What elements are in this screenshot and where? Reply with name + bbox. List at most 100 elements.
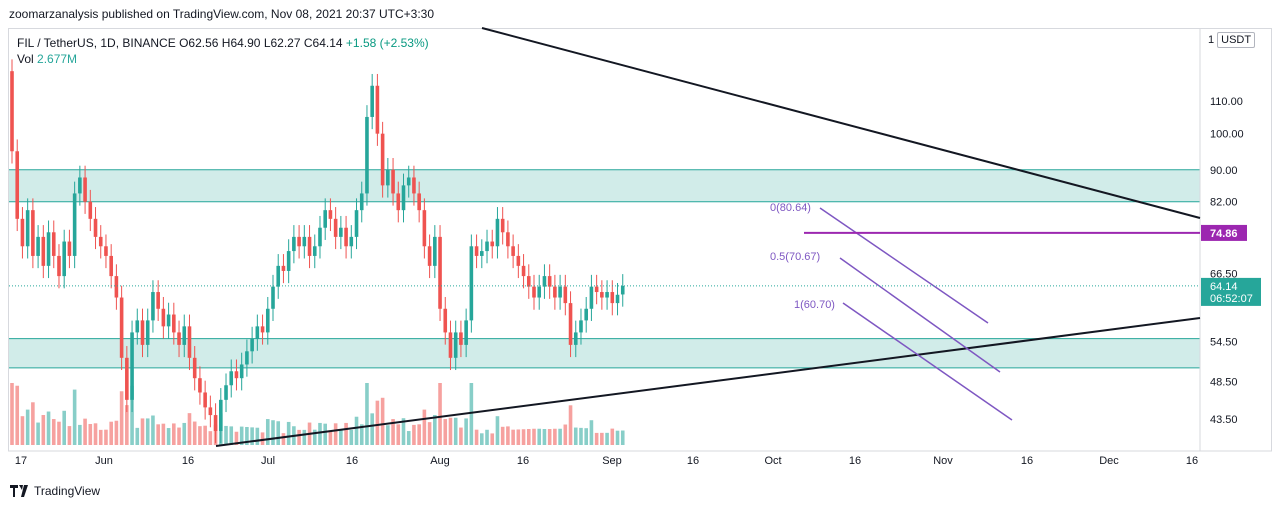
- candle: [349, 236, 354, 247]
- volume-bar: [135, 427, 140, 445]
- x-tick-label: 16: [1186, 455, 1198, 467]
- low-value: L62.27: [263, 36, 301, 50]
- candle: [553, 286, 557, 298]
- volume-bar: [391, 419, 395, 445]
- candle: [537, 286, 542, 298]
- ascending-trendline: [215, 317, 1201, 447]
- volume-bar: [422, 409, 427, 445]
- volume-bar: [542, 428, 547, 445]
- candle: [443, 308, 448, 333]
- channel-upper-line: [819, 207, 989, 324]
- candle: [172, 314, 176, 333]
- volume-bar: [145, 418, 150, 445]
- last-price-label: 64.14: [1210, 281, 1238, 293]
- volume-bar: [620, 430, 625, 445]
- candle: [130, 332, 134, 400]
- candle: [208, 407, 213, 416]
- candle: [448, 332, 453, 358]
- volume-bar: [219, 413, 223, 445]
- volume-bar: [72, 389, 77, 445]
- tradingview-logo-icon: [10, 485, 28, 497]
- volume-bar: [271, 420, 275, 445]
- volume-bar: [485, 429, 489, 445]
- volume-bar: [229, 426, 234, 445]
- candle: [422, 210, 427, 247]
- volume-bar: [213, 424, 218, 445]
- candle: [312, 246, 317, 256]
- volume-bar: [438, 383, 442, 445]
- x-tick-label: Sep: [602, 455, 622, 467]
- volume-bar: [339, 430, 343, 445]
- volume-bar: [281, 433, 286, 445]
- volume-bar: [328, 430, 333, 445]
- candle: [417, 193, 421, 211]
- currency-label[interactable]: USDT: [1217, 32, 1256, 48]
- candle: [145, 320, 150, 345]
- candle: [495, 218, 500, 247]
- candle: [344, 227, 348, 247]
- symbol-label[interactable]: FIL / TetherUS, 1D, BINANCE: [17, 36, 176, 50]
- currency-selector[interactable]: 1 USDT: [1208, 32, 1256, 48]
- volume-bar: [349, 429, 354, 445]
- candle: [386, 169, 390, 186]
- candle: [464, 320, 468, 345]
- candle: [589, 286, 594, 309]
- volume-bar: [365, 383, 369, 445]
- volume-bar: [172, 423, 176, 445]
- candle: [370, 85, 374, 117]
- candle: [532, 286, 536, 298]
- published-text: zoomarzanalysis published on TradingView…: [9, 7, 435, 21]
- candle: [187, 326, 192, 358]
- volume-bar: [46, 411, 51, 445]
- lower-zone: [9, 338, 1200, 368]
- candle: [547, 276, 552, 287]
- candle: [192, 357, 197, 379]
- candle: [182, 326, 187, 345]
- volume-bar: [245, 426, 249, 445]
- high-value: H64.90: [221, 36, 261, 50]
- candle: [98, 236, 103, 247]
- volume-bar: [140, 418, 145, 445]
- candle: [135, 320, 140, 333]
- candle: [25, 210, 30, 247]
- candle: [177, 332, 181, 345]
- volume-bar: [464, 418, 468, 445]
- volume-bar: [459, 427, 463, 445]
- candle: [292, 236, 296, 252]
- volume-bar: [286, 421, 291, 445]
- y-tick-label: 82.00: [1210, 197, 1238, 209]
- volume-bar: [57, 421, 61, 445]
- volume-bar: [177, 427, 181, 445]
- volume-bar: [553, 428, 557, 445]
- volume-bar: [166, 428, 171, 445]
- volume-bar: [51, 419, 56, 445]
- candle: [125, 357, 129, 400]
- candle: [57, 255, 61, 277]
- candle: [260, 326, 265, 333]
- volume-bar: [187, 413, 192, 445]
- candle: [365, 116, 369, 194]
- volume-bar: [453, 417, 458, 445]
- candle: [151, 292, 155, 321]
- candle: [302, 236, 307, 247]
- candle: [500, 218, 505, 233]
- candle: [10, 71, 14, 152]
- x-tick-label: 16: [346, 455, 358, 467]
- candle: [36, 236, 40, 256]
- candle: [234, 371, 239, 379]
- volume-bar: [161, 423, 166, 445]
- candle: [406, 177, 411, 186]
- volume-bar: [31, 402, 35, 445]
- candle: [573, 332, 578, 345]
- volume-bar: [521, 429, 526, 445]
- candle: [375, 85, 380, 134]
- volume-bar: [25, 409, 30, 445]
- y-tick-label: 54.50: [1210, 337, 1238, 349]
- volume-bar: [506, 426, 510, 445]
- y-tick-label: 43.50: [1210, 414, 1238, 426]
- volume-bar: [547, 428, 552, 445]
- candle: [328, 210, 333, 219]
- currency-prefix: 1: [1208, 34, 1215, 46]
- candle: [72, 193, 77, 256]
